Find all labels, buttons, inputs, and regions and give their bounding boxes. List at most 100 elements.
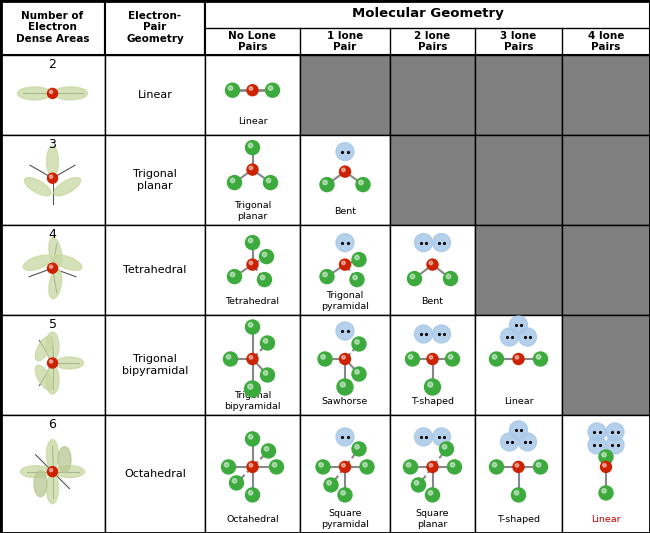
- Text: 4 lone
Pairs: 4 lone Pairs: [588, 31, 624, 52]
- Circle shape: [337, 379, 353, 395]
- Circle shape: [339, 353, 350, 365]
- Bar: [300, 415, 390, 533]
- Bar: [475, 225, 562, 315]
- Circle shape: [410, 274, 415, 279]
- Circle shape: [429, 356, 433, 359]
- Bar: [205, 55, 300, 135]
- Circle shape: [327, 481, 332, 485]
- Circle shape: [247, 462, 258, 472]
- Circle shape: [263, 252, 266, 257]
- Circle shape: [321, 354, 325, 359]
- Circle shape: [249, 166, 253, 169]
- Circle shape: [341, 490, 345, 495]
- Ellipse shape: [46, 332, 59, 360]
- Circle shape: [227, 175, 242, 190]
- Circle shape: [599, 486, 613, 500]
- Circle shape: [355, 340, 359, 344]
- Circle shape: [336, 428, 354, 446]
- Circle shape: [415, 233, 432, 252]
- Bar: [105, 415, 205, 533]
- Circle shape: [261, 368, 274, 382]
- Circle shape: [500, 433, 519, 451]
- Circle shape: [263, 370, 268, 375]
- Circle shape: [336, 322, 354, 340]
- Circle shape: [261, 444, 276, 458]
- Ellipse shape: [58, 447, 71, 473]
- Circle shape: [429, 464, 433, 467]
- Circle shape: [415, 325, 432, 343]
- Circle shape: [588, 423, 606, 441]
- Text: Linear: Linear: [238, 117, 267, 125]
- Text: Trigonal
bipyramidal: Trigonal bipyramidal: [122, 354, 188, 376]
- Circle shape: [536, 354, 541, 359]
- Circle shape: [261, 336, 274, 350]
- Bar: [0, 415, 105, 533]
- Circle shape: [353, 275, 358, 280]
- Circle shape: [447, 460, 462, 474]
- Circle shape: [320, 270, 334, 284]
- Bar: [0, 225, 105, 315]
- Circle shape: [230, 178, 235, 183]
- Bar: [300, 315, 390, 415]
- Bar: [562, 55, 650, 135]
- Circle shape: [442, 445, 447, 449]
- Bar: [205, 225, 300, 315]
- Bar: [390, 415, 475, 533]
- Circle shape: [324, 478, 338, 492]
- Text: Trigonal
planar: Trigonal planar: [133, 169, 177, 191]
- Circle shape: [352, 337, 366, 351]
- Circle shape: [352, 367, 366, 381]
- Circle shape: [226, 83, 239, 97]
- Circle shape: [512, 488, 525, 502]
- Text: Tetrahedral: Tetrahedral: [226, 296, 280, 305]
- Circle shape: [352, 253, 366, 266]
- Text: No Lone
Pairs: No Lone Pairs: [229, 31, 276, 52]
- Circle shape: [602, 489, 606, 493]
- Circle shape: [342, 261, 345, 265]
- Circle shape: [427, 259, 438, 270]
- Circle shape: [246, 141, 259, 155]
- Bar: [205, 135, 300, 225]
- Bar: [562, 225, 650, 315]
- Circle shape: [427, 462, 438, 472]
- Circle shape: [603, 464, 606, 467]
- Bar: [300, 225, 390, 315]
- Circle shape: [489, 460, 504, 474]
- Ellipse shape: [55, 357, 83, 369]
- Circle shape: [534, 352, 547, 366]
- Bar: [105, 0, 205, 55]
- Circle shape: [323, 272, 328, 277]
- Circle shape: [316, 460, 330, 474]
- Circle shape: [47, 358, 57, 368]
- Circle shape: [336, 143, 354, 160]
- Circle shape: [323, 180, 328, 185]
- Circle shape: [406, 352, 419, 366]
- Circle shape: [355, 370, 359, 374]
- Ellipse shape: [34, 471, 47, 497]
- Circle shape: [272, 463, 277, 467]
- Bar: [475, 415, 562, 533]
- Circle shape: [536, 463, 541, 467]
- Circle shape: [513, 353, 524, 365]
- Circle shape: [248, 384, 253, 389]
- Bar: [390, 225, 475, 315]
- Circle shape: [500, 328, 519, 346]
- Circle shape: [248, 322, 253, 327]
- Ellipse shape: [46, 366, 59, 394]
- Circle shape: [350, 272, 364, 287]
- Circle shape: [249, 464, 253, 467]
- Text: Linear: Linear: [504, 397, 533, 406]
- Circle shape: [428, 382, 433, 387]
- Bar: [562, 135, 650, 225]
- Ellipse shape: [47, 474, 58, 504]
- Circle shape: [443, 272, 458, 286]
- Circle shape: [448, 354, 453, 359]
- Circle shape: [599, 450, 613, 464]
- Circle shape: [432, 325, 450, 343]
- Circle shape: [340, 382, 345, 387]
- Text: 6: 6: [49, 418, 57, 432]
- Circle shape: [519, 328, 536, 346]
- Ellipse shape: [35, 336, 53, 361]
- Circle shape: [338, 488, 352, 502]
- Circle shape: [414, 481, 419, 485]
